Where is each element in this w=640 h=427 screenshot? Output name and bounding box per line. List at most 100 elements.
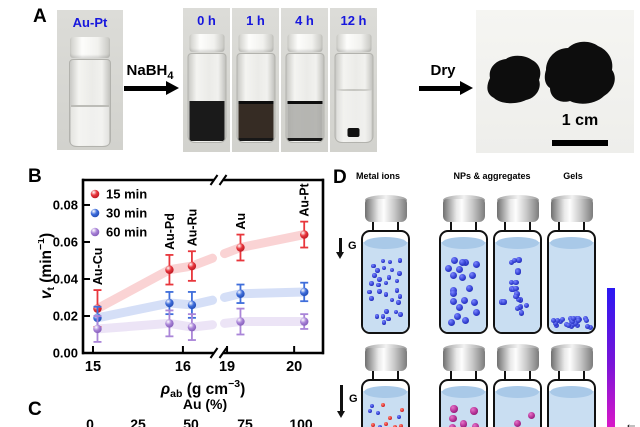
particle-dot [399, 423, 404, 427]
vial-body [439, 379, 488, 427]
vial-body [361, 379, 410, 427]
particle-dot [458, 259, 466, 267]
panel-d-label: D [333, 167, 347, 188]
vial-neck [558, 222, 585, 230]
y-tick-label: 0.06 [53, 234, 78, 249]
panel-a-label: A [33, 6, 47, 27]
particle-dot [449, 289, 457, 297]
particle-dot [570, 319, 576, 325]
trend-band [92, 318, 217, 334]
particle-dot [513, 279, 519, 286]
point-label: Au-Cu [91, 248, 105, 286]
y-tick-label: 0.08 [53, 197, 78, 212]
particle-dot [515, 296, 522, 303]
particle-dot [383, 280, 389, 286]
right-arrow-shaft [419, 86, 460, 91]
particle-dot [376, 282, 381, 288]
particle-dot [555, 317, 561, 323]
particle-dot [513, 285, 519, 292]
particle-dot [449, 272, 457, 280]
right-arrow-shaft [124, 86, 166, 91]
particle-dot [371, 263, 376, 269]
particle-dot [393, 309, 399, 315]
gel-piece-left [487, 55, 541, 104]
liquid-surface [364, 386, 407, 398]
vial-neck [372, 371, 399, 379]
legend-label: 15 min [106, 187, 147, 202]
photo-dried-gel: 1 cm [476, 10, 634, 153]
time-vial-label: 4 h [295, 13, 314, 28]
particle-dot [585, 323, 591, 329]
vial-neck [504, 371, 531, 379]
particle-dot [554, 323, 559, 329]
scale-bar [552, 140, 608, 146]
dry-arrow-label: Dry [430, 62, 456, 79]
sediment-line [287, 138, 322, 141]
particle-dot [384, 309, 389, 314]
particle-dot [472, 260, 480, 268]
vial-body [493, 379, 542, 427]
vial-body [493, 230, 542, 334]
particle-dot [461, 317, 469, 325]
data-point [187, 300, 197, 310]
point-label: Au-Pd [163, 213, 177, 250]
vial-neck [504, 222, 531, 230]
vial-body [547, 230, 596, 334]
vial-cap [287, 34, 322, 52]
data-point [165, 319, 174, 328]
vial-body [187, 53, 226, 143]
particle-dot [515, 269, 521, 275]
gravity-arrow-icon [339, 238, 342, 252]
legend-marker [90, 227, 100, 237]
particle-dot [501, 299, 507, 305]
y-tick-label: 0.02 [53, 308, 78, 323]
panel-c-tick-label: 50 [183, 416, 199, 427]
particle-dot [471, 423, 480, 427]
panel-c-label: C [28, 399, 42, 420]
particle-dot [576, 318, 582, 324]
particle-dot [381, 320, 387, 325]
sediment-line [238, 100, 273, 104]
axis-title: vt (min−1) [38, 233, 57, 299]
vial-body [69, 59, 111, 147]
right-arrow-icon [460, 81, 473, 95]
particle-dot [469, 272, 477, 280]
column-header-metal-ions: Metal ions [355, 171, 400, 181]
particle-dot [369, 296, 374, 301]
particle-dot [394, 278, 400, 284]
data-point [93, 324, 102, 334]
particle-dot [470, 299, 478, 307]
vial-cap [497, 348, 539, 371]
panel-b-label: B [28, 166, 42, 187]
data-point [165, 298, 174, 308]
particle-dot [514, 305, 521, 312]
gravity-label: G [349, 393, 358, 405]
particle-dot [377, 277, 382, 282]
vial-body [285, 53, 324, 143]
vial-cap [70, 37, 110, 58]
axis-break-mark [218, 347, 228, 359]
particle-dot [462, 258, 470, 266]
trend-band [92, 295, 217, 323]
panel-c-axis-title: Au (%) [182, 396, 228, 412]
vial-liquid-black [189, 100, 224, 141]
gravity-arrow-head-icon [336, 252, 344, 259]
panel-c-tick-label: 0 [86, 416, 94, 427]
particle-dot [448, 423, 457, 427]
liquid-surface [442, 386, 485, 398]
vial-liquid-settling [287, 100, 322, 141]
x-tick-label: 20 [286, 359, 302, 375]
particle-dot [527, 411, 535, 419]
water-line [336, 89, 371, 92]
particle-dot [588, 324, 594, 330]
data-point [187, 322, 197, 332]
particle-dot [383, 292, 389, 297]
particle-dot [397, 294, 403, 299]
particle-dot [445, 264, 453, 272]
y-tick-label: 0.04 [53, 271, 79, 286]
particle-dot [516, 257, 522, 263]
particle-dot [508, 279, 515, 286]
point-label: Au-Pt [298, 182, 312, 216]
liquid-surface [442, 237, 485, 249]
particle-dot [566, 323, 572, 329]
